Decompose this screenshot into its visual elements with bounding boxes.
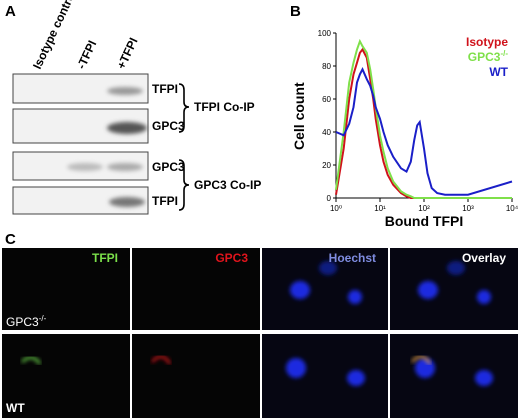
blot-label: TFPI: [152, 194, 178, 208]
image-tile: [262, 334, 388, 418]
image-tile: [2, 248, 130, 330]
image-tile: [132, 248, 260, 330]
panel-a: Isotype control -TFPI +TFPI TFPI GPC3 GP…: [12, 0, 261, 215]
column-label: GPC3: [215, 251, 248, 265]
panel-label: B: [290, 3, 301, 20]
series-line: [335, 47, 512, 199]
blot-label: GPC3: [152, 119, 185, 133]
group-label: TFPI Co-IP: [194, 100, 255, 114]
panel-label: C: [5, 231, 16, 248]
x-tick-label: 10²: [418, 204, 430, 213]
panel-label: A: [5, 3, 16, 20]
x-tick-label: 10⁴: [506, 204, 519, 213]
column-label: Hoechst: [329, 251, 376, 265]
legend-entry: GPC3-/-: [468, 49, 509, 64]
group-label: GPC3 Co-IP: [194, 178, 261, 192]
column-label: Overlay: [462, 251, 506, 265]
image-tile: [132, 334, 260, 418]
lane-label: -TFPI: [74, 38, 99, 71]
y-tick-label: 60: [322, 95, 331, 104]
x-tick-label: 10¹: [374, 204, 386, 213]
y-tick-label: 100: [318, 29, 332, 38]
y-tick-label: 40: [322, 128, 331, 137]
blots: [12, 73, 149, 215]
column-label: TFPI: [92, 251, 118, 265]
brace: [178, 83, 190, 133]
row-label: WT: [6, 401, 25, 415]
image-tile: [390, 334, 518, 418]
lane-label: Isotype control: [30, 0, 79, 71]
brace: [178, 159, 190, 211]
legend-entry: WT: [489, 65, 508, 79]
panel-c: GPC3-/- WT: [2, 248, 518, 418]
y-tick-label: 80: [322, 62, 331, 71]
panel-b: Cell count Bound TFPI 0 20 40 60 80 100 10⁰ 10¹…: [291, 29, 519, 229]
series-line: [335, 38, 512, 199]
legend-text: -/-: [500, 49, 508, 58]
x-axis-label: Bound TFPI: [385, 213, 464, 229]
x-tick-label: 10³: [462, 204, 474, 213]
blot-label: TFPI: [152, 82, 178, 96]
series-line: [335, 66, 513, 196]
legend-entry: Isotype: [466, 35, 508, 49]
lane-label: +TFPI: [114, 35, 141, 71]
bands: [67, 87, 147, 207]
row-label: GPC3-/-: [6, 314, 47, 329]
nuclei: [286, 261, 493, 386]
y-tick-label: 20: [322, 161, 331, 170]
y-axis-label: Cell count: [291, 82, 307, 150]
legend-text: GPC3: [468, 50, 501, 64]
image-tile: [2, 334, 130, 418]
blot-label: GPC3: [152, 160, 185, 174]
y-tick-label: 0: [327, 194, 332, 203]
x-tick-label: 10⁰: [330, 204, 342, 213]
